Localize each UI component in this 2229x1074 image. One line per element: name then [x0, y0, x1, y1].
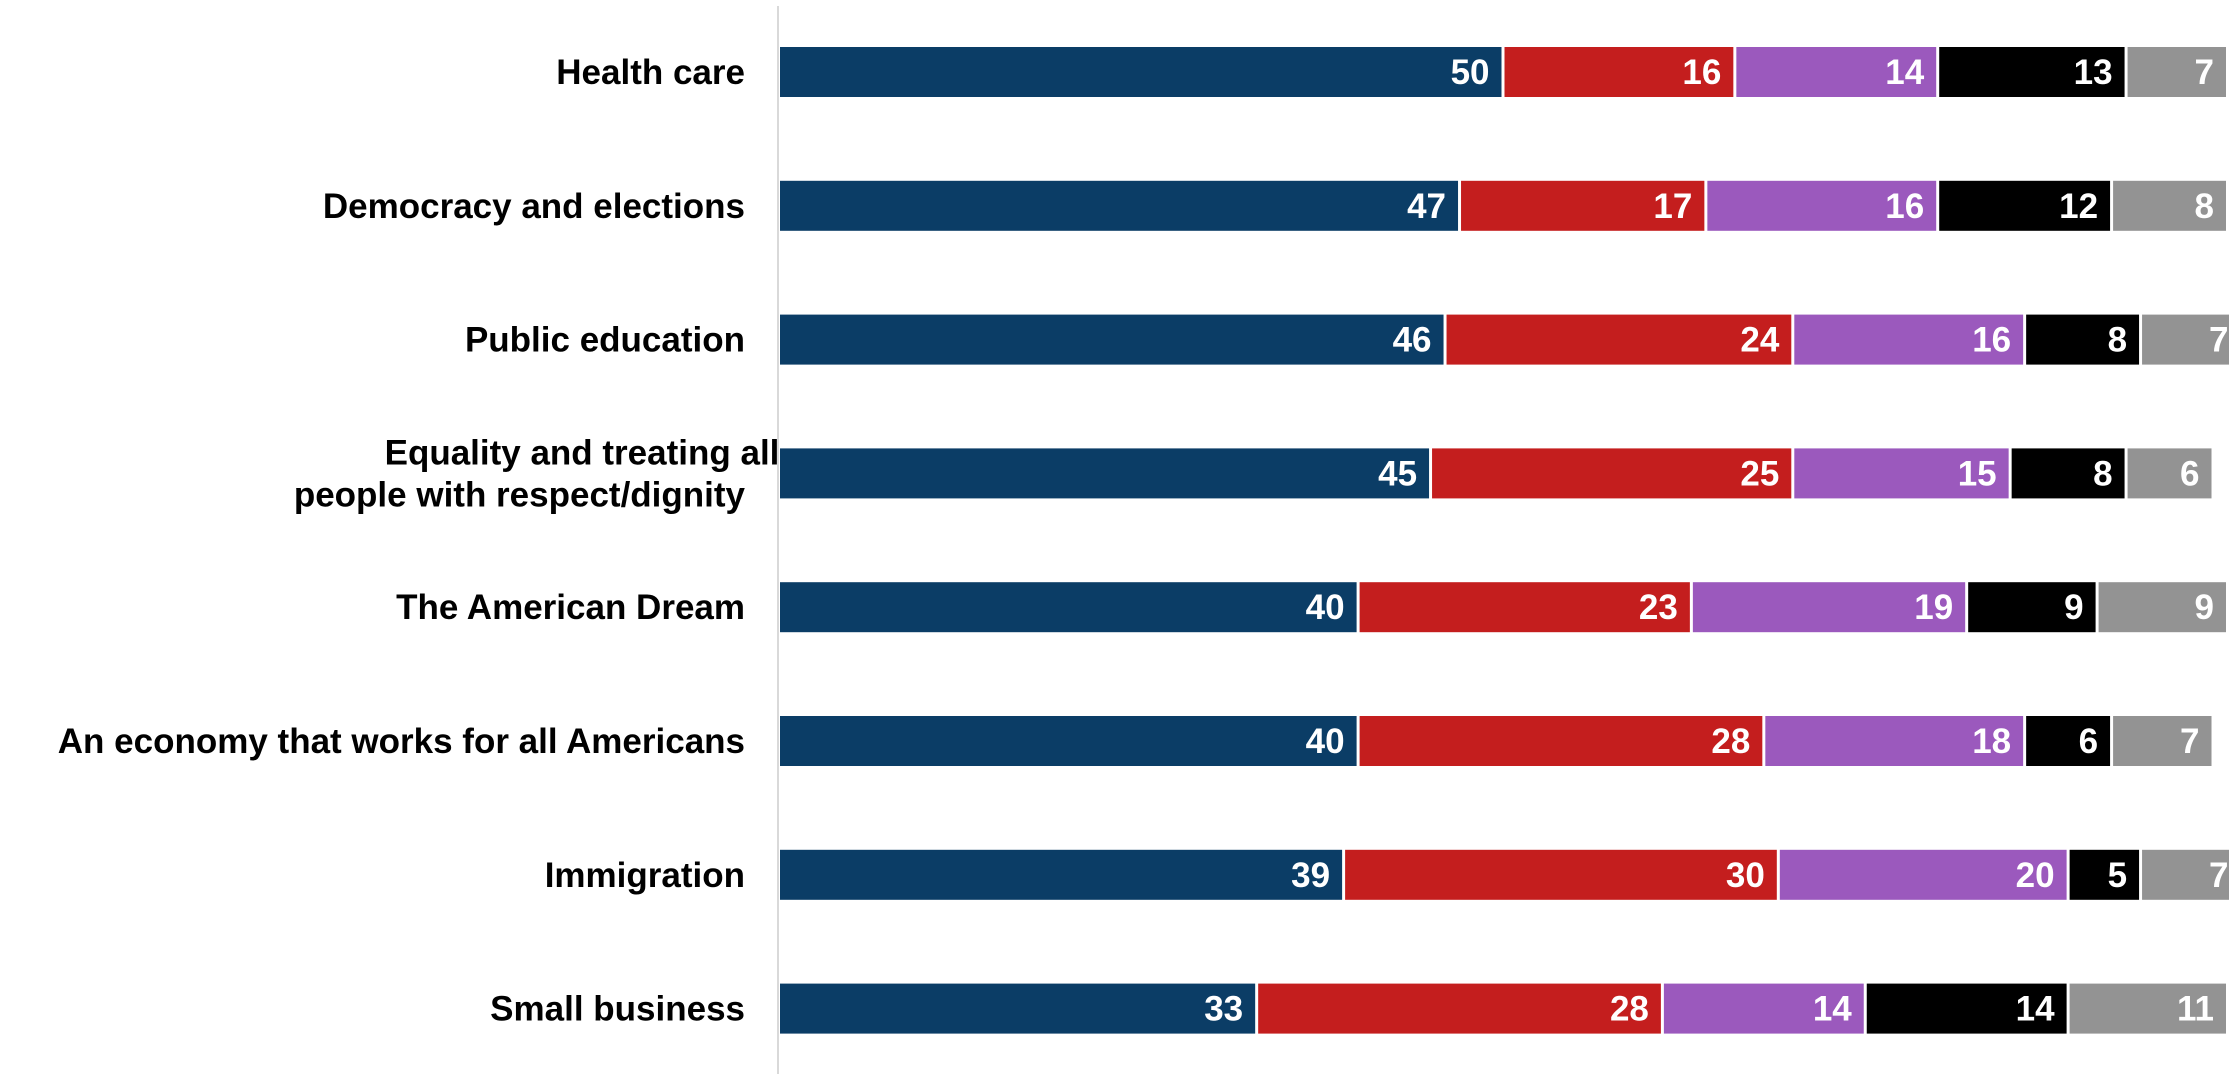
bar-segment	[1504, 47, 1734, 97]
value-label: 40	[1306, 722, 1345, 761]
bar-segment	[2142, 314, 2229, 365]
bar-segment	[1866, 983, 2067, 1034]
bar-segment	[1359, 716, 1763, 766]
bar-segment	[780, 314, 1444, 365]
value-label: 7	[2209, 321, 2228, 360]
value-label: 25	[1740, 454, 1779, 493]
value-label: 9	[2064, 588, 2083, 627]
value-label: 15	[1958, 454, 1997, 493]
bar-segment	[1939, 47, 2125, 97]
value-label: 18	[1972, 722, 2011, 761]
value-label: 14	[1813, 990, 1852, 1029]
bar-segment	[1432, 448, 1792, 499]
value-label: 7	[2195, 53, 2214, 92]
bar-segment	[2026, 716, 2111, 766]
bar-segment	[2142, 849, 2229, 900]
value-label: 6	[2180, 454, 2199, 493]
value-label: 46	[1393, 321, 1432, 360]
value-label: 24	[1740, 321, 1779, 360]
category-label: Immigration	[545, 856, 745, 895]
category-label-line: people with respect/dignity	[294, 475, 746, 514]
bar-segment	[1939, 180, 2111, 231]
bar-segment	[1736, 47, 1937, 97]
category-label: Equality and treating all people with res…	[294, 433, 780, 514]
category-label-line: Equality and treating all	[385, 433, 780, 472]
bar-segment	[1461, 180, 1705, 231]
value-label: 40	[1306, 588, 1345, 627]
bar-segment	[1345, 849, 1777, 900]
value-label: 20	[2016, 856, 2055, 895]
value-label: 28	[1711, 722, 1750, 761]
bar-segment	[2011, 448, 2125, 499]
bar-segment	[2069, 983, 2226, 1034]
value-label: 28	[1610, 990, 1649, 1029]
value-label: 9	[2195, 588, 2214, 627]
bar-segment	[1446, 314, 1792, 365]
bar-segment	[2127, 448, 2212, 499]
bar-segment	[780, 47, 1502, 97]
bar-segment	[2113, 180, 2226, 231]
bar-segment	[1968, 582, 2096, 633]
category-label: Public education	[465, 321, 745, 360]
value-label: 6	[2079, 722, 2098, 761]
value-label: 16	[1682, 53, 1721, 92]
bar-segment	[2098, 582, 2226, 633]
value-label: 5	[2108, 856, 2127, 895]
value-label: 47	[1407, 187, 1446, 226]
value-label: 16	[1885, 187, 1924, 226]
bar-segment	[2127, 47, 2226, 97]
value-label: 33	[1204, 990, 1243, 1029]
bar-segment	[2113, 716, 2212, 766]
category-label: Democracy and elections	[323, 187, 745, 226]
value-label: 13	[2074, 53, 2113, 92]
category-label: An economy that works for all Americans	[58, 722, 745, 761]
value-label: 8	[2108, 321, 2127, 360]
value-label: 7	[2180, 722, 2199, 761]
bar-segment	[2026, 314, 2140, 365]
category-labels-group: Health care Democracy and elections Public…	[58, 53, 780, 1029]
value-label: 8	[2195, 187, 2214, 226]
value-label: 14	[1885, 53, 1924, 92]
value-label: 14	[2016, 990, 2055, 1029]
value-label: 7	[2209, 856, 2228, 895]
value-label: 30	[1726, 856, 1765, 895]
value-label: 16	[1972, 321, 2011, 360]
bar-segment	[1707, 180, 1937, 231]
bar-segment	[1794, 314, 2024, 365]
bar-segment	[1258, 983, 1661, 1034]
bars-group: 50 16 14 13 7 47 17 16 12 8 46 24 16 8 7 45 25 15 8 6 40 23 19…	[780, 47, 2229, 1034]
category-label: The American Dream	[396, 588, 745, 627]
bar-segment	[780, 983, 1256, 1034]
value-label: 19	[1914, 588, 1953, 627]
value-label: 50	[1451, 53, 1490, 92]
value-label: 8	[2093, 454, 2112, 493]
bar-segment	[1779, 849, 2067, 900]
bar-segment	[1794, 448, 2009, 499]
category-label: Small business	[490, 990, 745, 1029]
bar-segment	[1663, 983, 1864, 1034]
category-label: Health care	[556, 53, 745, 92]
bar-segment	[780, 849, 1343, 900]
value-label: 11	[2177, 990, 2214, 1029]
value-label: 23	[1639, 588, 1678, 627]
bar-segment	[2069, 849, 2140, 900]
bar-segment	[780, 448, 1430, 499]
bar-segment	[780, 582, 1357, 633]
bar-segment	[1359, 582, 1690, 633]
value-label: 45	[1378, 454, 1417, 493]
value-label: 17	[1653, 187, 1692, 226]
bar-segment	[1692, 582, 1966, 633]
bar-segment	[1765, 716, 2024, 766]
value-label: 39	[1291, 856, 1330, 895]
bar-segment	[780, 180, 1459, 231]
value-label: 12	[2059, 187, 2098, 226]
bar-segment	[780, 716, 1357, 766]
